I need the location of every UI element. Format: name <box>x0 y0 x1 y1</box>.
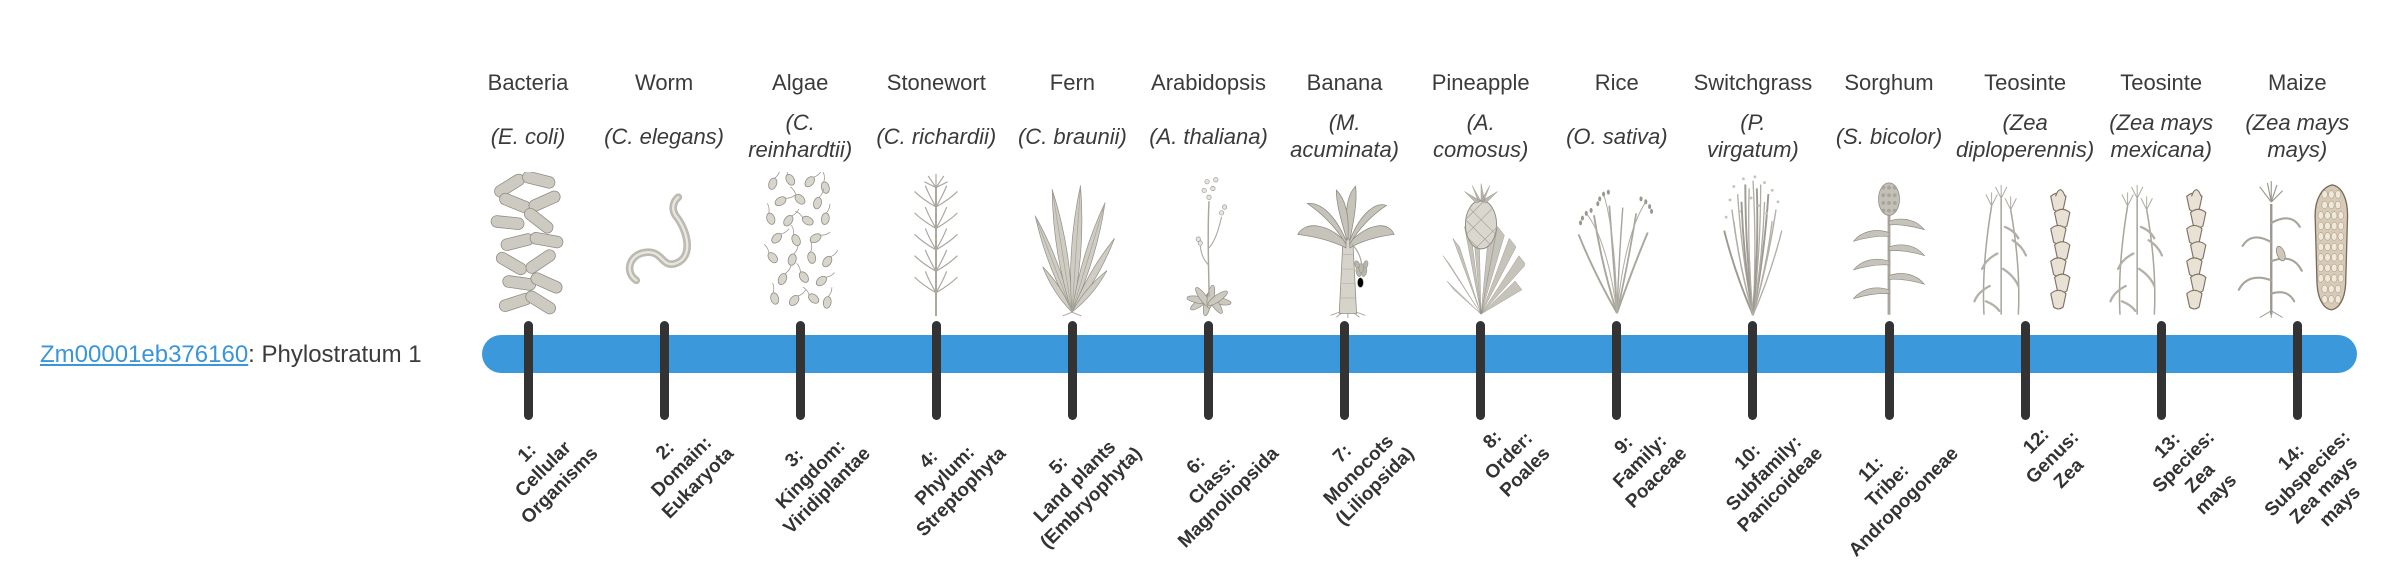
taxon-column: Teosinte (Zea mays mexicana) 13: Species:… <box>2091 0 2241 580</box>
taxon-common-name: Maize <box>2267 70 2327 95</box>
timeline-tick <box>1612 321 1622 420</box>
bacteria-icon <box>458 172 598 318</box>
taxon-column: Arabidopsis (A. thaliana) 6: Class: Magno… <box>1139 0 1282 580</box>
stonewort-icon <box>866 172 1006 318</box>
phylostratum-label: 14: Subspecies: Zea mays mays <box>2261 426 2366 532</box>
taxon-column: Worm (C. elegans) 2: Domain: Eukaryota <box>594 0 738 580</box>
taxon-column: Banana (M. acuminata) 7: Monocots (Liliop… <box>1275 0 1419 580</box>
teosinte-icon <box>1955 172 2095 318</box>
timeline-tick <box>1748 321 1758 420</box>
phylostratum-label: 1: Cellular Organisms <box>511 437 603 529</box>
taxon-common-name: Fern <box>1049 70 1096 95</box>
taxon-column: Pineapple (A. comosus) 8: Order: Poales <box>1411 0 1555 580</box>
gene-link[interactable]: Zm00001eb376160 <box>40 341 249 368</box>
maize-icon <box>2227 172 2367 318</box>
timeline-bar <box>482 335 2357 373</box>
phylostratum-label: 9: Family: Poaceae <box>1608 430 1691 513</box>
phylostratum-label: 12: Genus: Zea <box>2018 424 2088 493</box>
taxon-column: Fern (C. braunii) 5: Land plants (Embryoph… <box>1002 0 1146 580</box>
gene-label: Zm00001eb376160: Phylostratum 1 <box>40 340 422 370</box>
arabidopsis-icon <box>1139 172 1279 318</box>
taxon-latin-name: (P. virgatum) <box>1707 110 1799 162</box>
taxon-common-name: Teosinte <box>2120 70 2203 95</box>
worm-icon <box>594 172 734 318</box>
timeline-tick <box>1884 321 1894 420</box>
taxon-common-name: Algae <box>772 70 829 95</box>
phylostratum-label: 7: Monocots (Liliopsida) <box>1320 431 1419 530</box>
phylostratum-label: 6: Class: Magnoliopsida <box>1173 443 1283 553</box>
timeline-tick <box>1476 321 1486 420</box>
timeline-tick <box>2020 321 2030 420</box>
taxon-latin-name: (Zea mays mexicana) <box>2109 110 2214 162</box>
taxon-common-name: Rice <box>1594 70 1639 95</box>
taxon-latin-name: (C. richardii) <box>876 123 997 149</box>
taxon-column: Rice (O. sativa) 9: Family: Poaceae <box>1547 0 1691 580</box>
timeline-tick <box>2292 321 2302 420</box>
taxon-common-name: Worm <box>634 70 694 95</box>
teosinte-icon <box>2091 172 2231 318</box>
timeline-tick <box>523 321 533 420</box>
banana-icon <box>1275 172 1415 318</box>
timeline-tick <box>795 321 805 420</box>
taxon-common-name: Bacteria <box>487 70 569 95</box>
rice-icon <box>1547 172 1687 318</box>
taxon-column: Algae (C. reinhardtii) 3: Kingdom: Viridip… <box>730 0 874 580</box>
phylostratum-label: 10: Subfamily: Panicoideae <box>1722 431 1827 537</box>
taxon-latin-name: (E. coli) <box>490 123 566 149</box>
taxon-latin-name: (A. thaliana) <box>1149 123 1268 149</box>
phylostratum-label: 8: Order: Poales <box>1479 426 1555 502</box>
taxon-latin-name: (C. braunii) <box>1017 123 1127 149</box>
phylostratum-label: 2: Domain: Eukaryota <box>647 432 739 524</box>
timeline-tick <box>1204 321 1213 420</box>
sorghum-icon <box>1819 172 1959 318</box>
taxon-latin-name: (Zea mays mays) <box>2245 110 2350 162</box>
phylostratum-text: : Phylostratum 1 <box>248 341 422 368</box>
taxon-latin-name: (M. acuminata) <box>1290 110 1400 162</box>
taxon-latin-name: (C. elegans) <box>604 123 725 149</box>
pineapple-icon <box>1411 172 1551 318</box>
fern-icon <box>1002 172 1142 318</box>
timeline-tick <box>931 321 941 420</box>
taxon-column: Teosinte (Zea diploperennis) 12: Genus: Z… <box>1955 0 2095 580</box>
phylostratum-label: 3: Kingdom: Viridiplantae <box>771 435 875 539</box>
taxon-common-name: Sorghum <box>1844 70 1934 95</box>
taxon-column: Stonewort (C. richardii) 4: Phylum: Strept… <box>866 0 1010 580</box>
taxon-latin-name: (A. comosus) <box>1433 110 1529 162</box>
taxon-common-name: Switchgrass <box>1693 70 1813 95</box>
taxon-common-name: Pineapple <box>1431 70 1530 95</box>
taxon-column: Maize (Zea mays mays) 14: Subspecies: Zea… <box>2227 0 2367 580</box>
switchgrass-icon <box>1683 172 1823 318</box>
timeline-tick <box>1340 321 1350 420</box>
taxon-common-name: Arabidopsis <box>1151 70 1266 95</box>
taxon-latin-name: (C. reinhardtii) <box>748 110 853 162</box>
taxon-common-name: Banana <box>1306 70 1383 95</box>
taxon-column: Bacteria (E. coli) 1: Cellular Organisms <box>458 0 602 580</box>
phylostratum-label: 5: Land plants (Embryophyta) <box>1030 436 1147 553</box>
phylostratum-label: 4: Phylum: Streptophyta <box>911 441 1011 541</box>
taxon-latin-name: (Zea diploperennis) <box>1955 110 2095 162</box>
taxon-latin-name: (S. bicolor) <box>1835 123 1943 149</box>
taxon-latin-name: (O. sativa) <box>1566 123 1668 149</box>
algae-icon <box>730 172 870 318</box>
timeline-tick <box>659 321 669 420</box>
phylostratum-label: 11: Tribe: Andropogoneae <box>1845 443 1964 562</box>
timeline-tick <box>1067 321 1077 420</box>
taxon-common-name: Teosinte <box>1984 70 2067 95</box>
taxon-column: Switchgrass (P. virgatum) 10: Subfamily: P… <box>1683 0 1827 580</box>
taxon-column: Sorghum (S. bicolor) 11: Tribe: Andropogon… <box>1819 0 1963 580</box>
taxon-common-name: Stonewort <box>886 70 986 95</box>
timeline-tick <box>2156 321 2166 420</box>
